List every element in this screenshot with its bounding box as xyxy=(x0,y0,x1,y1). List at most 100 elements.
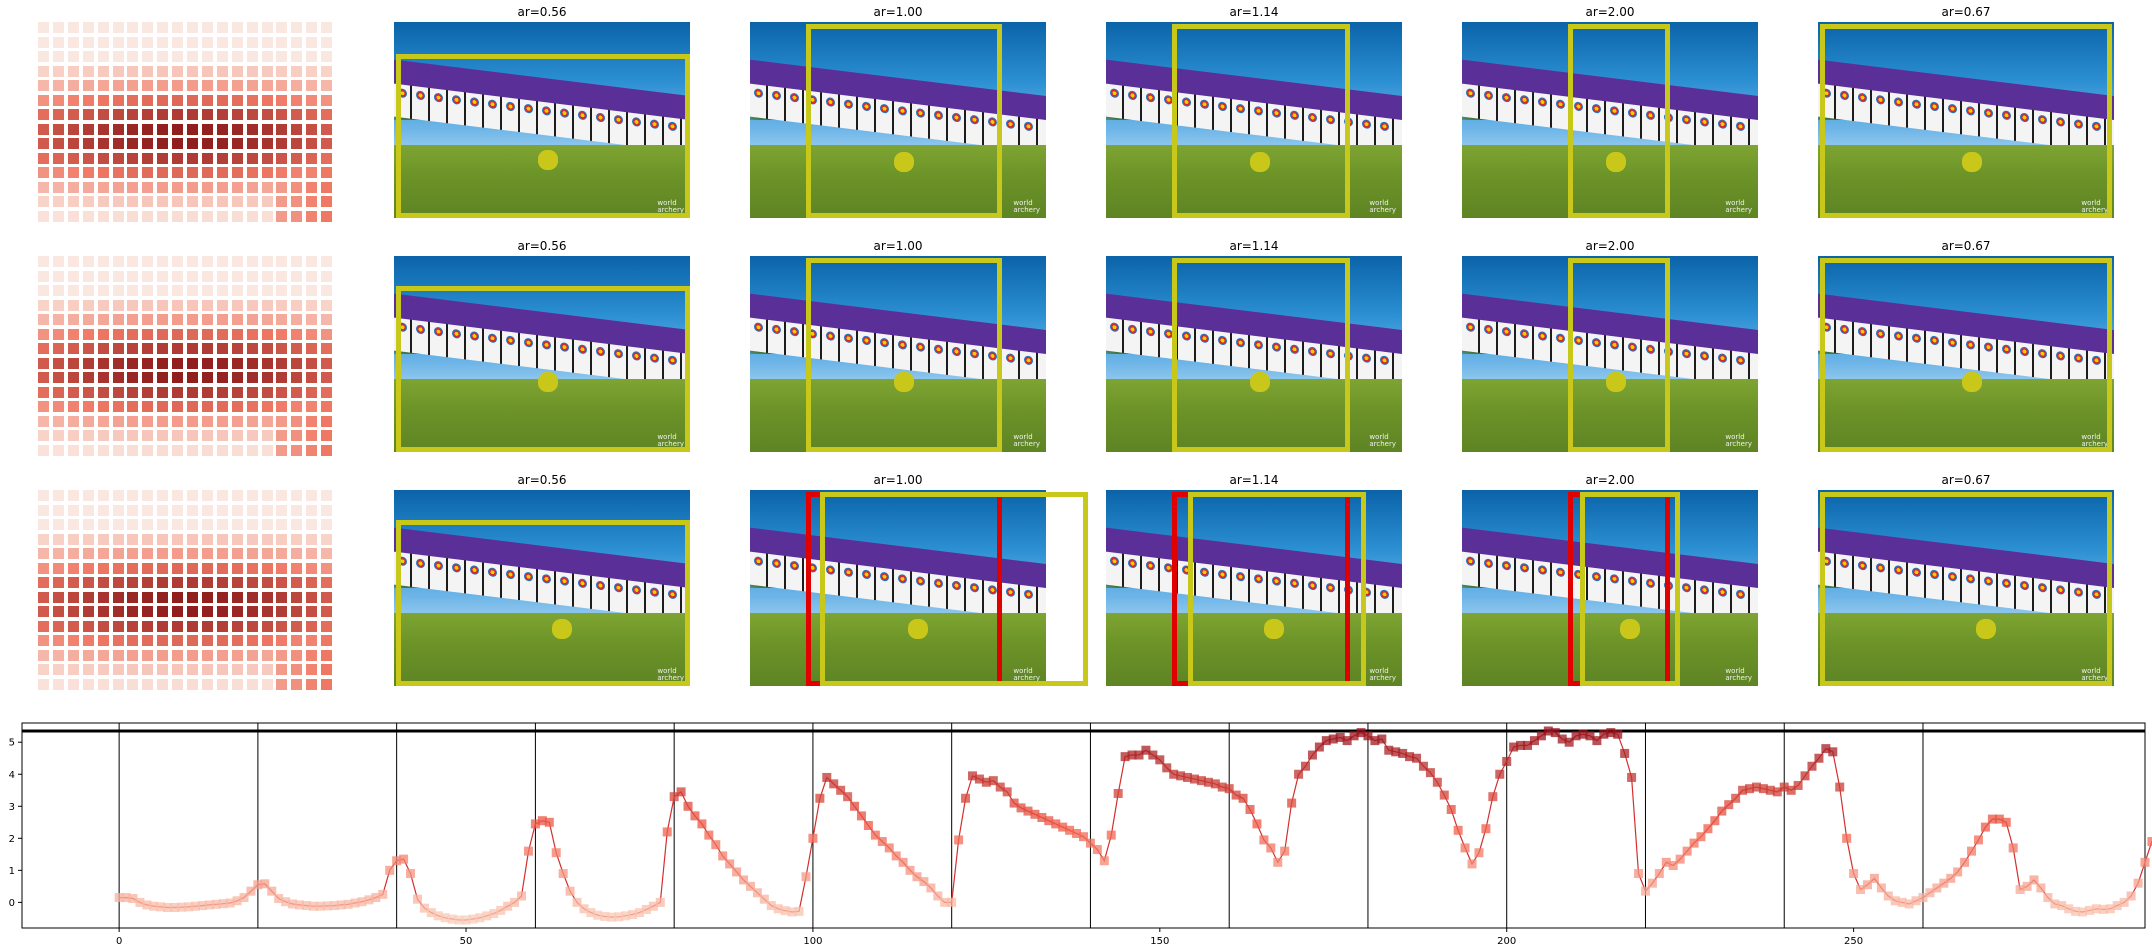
heatmap-cell xyxy=(216,591,228,603)
data-point xyxy=(232,896,242,906)
heatmap-cell xyxy=(38,635,49,646)
heatmap-cell xyxy=(82,167,94,178)
heatmap-cell xyxy=(187,372,198,383)
world-archery-logo: world archery xyxy=(1725,668,1752,682)
heatmap-cell xyxy=(261,577,273,588)
heatmap-cell xyxy=(306,196,318,207)
heatmap-cell xyxy=(291,123,303,135)
heatmap-cell xyxy=(97,678,109,690)
heatmap-cell xyxy=(52,415,64,427)
logo-line-1: world xyxy=(2081,667,2101,675)
world-archery-logo: world archery xyxy=(657,200,684,214)
data-point xyxy=(2008,843,2018,853)
data-point xyxy=(641,904,651,914)
data-point xyxy=(683,801,693,811)
heatmap-cell xyxy=(291,635,303,646)
world-archery-logo: world archery xyxy=(1725,200,1752,214)
heatmap-cell xyxy=(291,167,303,178)
heatmap-cell xyxy=(67,109,79,120)
heatmap-cell xyxy=(67,328,79,340)
archery-range-photo: world archery xyxy=(1818,22,2114,218)
heatmap-cell xyxy=(306,664,318,675)
heatmap-cell xyxy=(67,51,79,62)
heatmap-cell xyxy=(112,415,124,427)
heatmap-cell xyxy=(172,94,184,106)
heatmap-cell xyxy=(201,372,213,383)
heatmap-cell xyxy=(112,635,124,646)
data-point xyxy=(537,816,547,826)
x-tick-label: 0 xyxy=(116,936,122,947)
heatmap-cell xyxy=(127,314,139,325)
heatmap-cell xyxy=(187,22,198,33)
heatmap-cell xyxy=(187,138,198,149)
heatmap-cell xyxy=(38,401,49,412)
heatmap-cell xyxy=(52,270,64,282)
heatmap-cell xyxy=(187,562,198,574)
heatmap-cell xyxy=(187,357,198,369)
target-face xyxy=(1538,330,1547,342)
heatmap-cell xyxy=(142,328,154,340)
heatmap-cell xyxy=(291,519,303,530)
heatmap-cell xyxy=(231,430,243,441)
data-point xyxy=(690,811,700,821)
heatmap-cell xyxy=(246,80,258,91)
data-point xyxy=(1072,829,1082,839)
heatmap-cell xyxy=(67,606,79,617)
logo-line-1: world xyxy=(1725,199,1745,207)
data-point xyxy=(1058,822,1068,832)
heatmap-cell xyxy=(38,285,49,296)
heatmap-cell xyxy=(82,372,94,383)
heatmap-cell xyxy=(216,285,228,296)
heatmap-cell xyxy=(321,123,333,135)
heatmap-cell xyxy=(142,51,154,62)
data-point xyxy=(745,881,755,891)
heatmap-cell xyxy=(276,519,288,530)
data-point xyxy=(295,900,305,910)
focus-point-marker xyxy=(1962,152,1982,172)
heatmap-cell xyxy=(261,490,273,501)
data-point xyxy=(1134,750,1144,760)
heatmap-cell xyxy=(112,167,124,178)
heatmap-cell xyxy=(97,635,109,646)
heatmap-cell xyxy=(82,270,94,282)
data-point xyxy=(530,819,540,829)
crop-box xyxy=(1188,492,1366,686)
heatmap-cell xyxy=(246,372,258,383)
heatmap-cell xyxy=(231,210,243,222)
heatmap-cell xyxy=(231,270,243,282)
focus-point-marker xyxy=(1264,619,1284,639)
focus-point-marker xyxy=(1620,619,1640,639)
heatmap-cell xyxy=(67,138,79,149)
heatmap-cell xyxy=(172,577,184,588)
data-point xyxy=(843,792,853,802)
heatmap-cell xyxy=(38,51,49,62)
data-point xyxy=(1439,790,1449,800)
target-face xyxy=(1736,121,1745,132)
heatmap-cell xyxy=(201,22,213,33)
heatmap-cell xyxy=(97,401,109,412)
heatmap-cell xyxy=(246,328,258,340)
data-point xyxy=(1398,748,1408,758)
data-point xyxy=(197,901,207,911)
heatmap-cell xyxy=(127,490,139,501)
heatmap-cell xyxy=(52,548,64,559)
data-point xyxy=(1190,774,1200,784)
heatmap-cell xyxy=(142,519,154,530)
heatmap-cell xyxy=(97,562,109,574)
heatmap-cell xyxy=(172,109,184,120)
data-point xyxy=(1710,816,1720,826)
heatmap-cell xyxy=(231,533,243,545)
heatmap-cell xyxy=(246,606,258,617)
target-face xyxy=(1682,114,1691,125)
data-point xyxy=(1405,752,1415,762)
logo-line-2: archery xyxy=(657,440,684,448)
data-point xyxy=(1113,788,1123,798)
heatmap-cell xyxy=(172,167,184,178)
heatmap-cell xyxy=(291,678,303,690)
heatmap-cell xyxy=(157,22,169,33)
heatmap-cell xyxy=(246,444,258,456)
heatmap-cell xyxy=(306,415,318,427)
heatmap-cell xyxy=(187,36,198,48)
heatmap-cell xyxy=(52,401,64,412)
data-point xyxy=(1169,769,1179,779)
